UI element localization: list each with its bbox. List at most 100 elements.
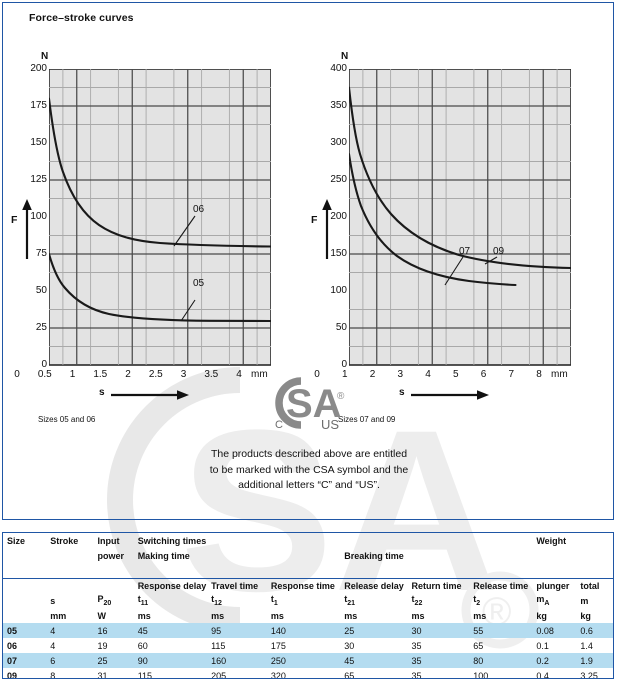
csa-statement: The products described above are entitle… xyxy=(3,447,615,494)
header-rule-cell xyxy=(3,563,613,579)
cell-t1: 250 xyxy=(270,655,286,666)
right-chart-ytick-5: 150 xyxy=(330,248,347,259)
symbol-input-power-base: P xyxy=(97,594,104,605)
left-chart-y-symbol: F xyxy=(11,214,18,226)
table-row[interactable]: 06 4 19 60 115 175 30 35 65 0.1 1.4 xyxy=(3,638,613,653)
svg-text:SA: SA xyxy=(286,382,342,426)
right-chart-ytick-4: 200 xyxy=(330,211,347,222)
cell-t12: 160 xyxy=(211,655,227,666)
subheader-blank-power xyxy=(93,578,133,593)
right-chart-x-unit: mm xyxy=(551,369,568,380)
csa-statement-line-1: The products described above are entitle… xyxy=(210,448,408,460)
cell-t12: 95 xyxy=(211,625,222,636)
header-stroke-spacer xyxy=(46,548,93,563)
cell-size: 07 xyxy=(7,655,18,666)
subheader-response-time: Response time xyxy=(270,580,335,591)
cell-t21: 65 xyxy=(344,670,355,679)
cell-power: 19 xyxy=(97,640,108,651)
symbol-t21-sub: 21 xyxy=(347,599,355,607)
table-group-row-1: Size Stroke Input Switching times Weight xyxy=(3,533,613,548)
specifications-table: Size Stroke Input Switching times Weight… xyxy=(3,533,613,679)
right-chart-xtick-3: 3 xyxy=(397,369,404,380)
header-weight-spacer xyxy=(532,548,613,563)
left-chart-ytick-2: 150 xyxy=(30,137,47,148)
symbol-t22: t22 xyxy=(408,593,470,608)
right-chart-y-unit: N xyxy=(341,51,349,62)
cell-size: 06 xyxy=(7,640,18,651)
symbol-input-power: P20 xyxy=(93,593,133,608)
table-subheader-row: Response delay Travel time Response time… xyxy=(3,578,613,593)
cell-t1: 175 xyxy=(270,640,286,651)
cell-t11: 90 xyxy=(137,655,148,666)
subheader-travel-time: Travel time xyxy=(211,580,259,591)
header-breaking-time: Breaking time xyxy=(344,550,404,561)
cell-mA: 0.1 xyxy=(536,640,549,651)
left-chart-ytick-0: 200 xyxy=(30,63,47,74)
right-chart-ytick-1: 350 xyxy=(330,100,347,111)
header-input-power-line1: Input xyxy=(97,535,120,546)
cell-power: 16 xyxy=(97,625,108,636)
left-chart-x-unit: mm xyxy=(251,369,268,380)
symbol-t11-sub: 11 xyxy=(140,599,149,607)
unit-t22: ms xyxy=(411,610,425,621)
csa-left-mark: C xyxy=(275,419,283,431)
cell-power: 25 xyxy=(97,655,108,666)
right-chart-x-symbol: s xyxy=(399,387,405,398)
subheader-release-delay: Release delay xyxy=(344,580,404,591)
left-chart-ytick-3: 125 xyxy=(30,174,47,185)
subheader-plunger: plunger xyxy=(536,580,570,591)
header-switching-times: Switching times xyxy=(137,535,207,546)
symbol-t1-sub: 1 xyxy=(273,599,278,607)
right-chart-xtick-8: 8 xyxy=(536,369,542,380)
cell-t21: 45 xyxy=(344,655,355,666)
cell-t21: 30 xyxy=(344,640,355,651)
page-title: Force–stroke curves xyxy=(29,12,134,24)
cell-t22: 35 xyxy=(411,655,422,666)
csa-statement-line-2: to be marked with the CSA symbol and the xyxy=(209,463,409,476)
right-chart-ytick-2: 300 xyxy=(330,137,347,148)
symbol-blank-size xyxy=(3,593,46,608)
cell-t22: 35 xyxy=(411,640,422,651)
left-chart-ytick-1: 175 xyxy=(30,100,47,111)
cell-t1: 320 xyxy=(270,670,286,679)
symbol-mA-sub: A xyxy=(544,599,550,607)
symbol-t1-base: t xyxy=(270,594,274,605)
table-row[interactable]: 09 8 31 115 205 320 65 35 100 0.4 3.25 xyxy=(3,668,613,679)
right-chart-ytick-0: 400 xyxy=(330,63,347,74)
cell-t11: 45 xyxy=(137,625,148,636)
left-chart-curve-label-06: 06 xyxy=(193,204,205,215)
left-chart-xtick-2: 1 xyxy=(69,369,76,380)
table-group-row-2: power Making time Breaking time xyxy=(3,548,613,563)
cell-mA: 0.2 xyxy=(536,655,549,666)
cell-mA: 0.08 xyxy=(536,625,554,636)
subheader-response-delay: Response delay xyxy=(137,580,207,591)
symbol-t2-sub: 2 xyxy=(476,599,481,607)
right-chart-ytick-6: 100 xyxy=(330,285,347,296)
left-chart-ytick-8: 0 xyxy=(41,359,47,370)
table-row[interactable]: 05 4 16 45 95 140 25 30 55 0.08 0.6 xyxy=(3,623,613,638)
symbol-t21: t21 xyxy=(340,593,407,608)
left-chart-caption: Sizes 05 and 06 xyxy=(38,415,96,424)
right-chart-xtick-0: 0 xyxy=(314,369,320,380)
subheader-blank-size xyxy=(3,578,46,593)
unit-t11: ms xyxy=(137,610,151,621)
header-making-time: Making time xyxy=(137,550,190,561)
right-chart-xtick-6: 6 xyxy=(480,369,487,380)
curves-panel: Force–stroke curves N F 200 175 150 125 … xyxy=(2,2,614,520)
cell-t1: 140 xyxy=(270,625,286,636)
right-chart-xtick-1: 1 xyxy=(342,369,348,380)
left-chart-ytick-5: 75 xyxy=(35,248,47,259)
left-chart-ytick-6: 50 xyxy=(35,285,47,296)
right-chart-xtick-4: 4 xyxy=(425,369,431,380)
symbol-t12: t12 xyxy=(207,593,267,608)
table-row[interactable]: 07 6 25 90 160 250 45 35 80 0.2 1.9 xyxy=(3,653,613,668)
cell-stroke: 4 xyxy=(50,640,56,651)
symbol-t22-sub: 22 xyxy=(414,599,423,607)
unit-t2: ms xyxy=(473,610,487,621)
symbol-mA: mA xyxy=(532,593,576,608)
cell-t12: 115 xyxy=(211,640,226,651)
unit-t1: ms xyxy=(270,610,284,621)
specifications-panel: Size Stroke Input Switching times Weight… xyxy=(2,532,614,679)
right-chart-plot xyxy=(349,69,571,366)
